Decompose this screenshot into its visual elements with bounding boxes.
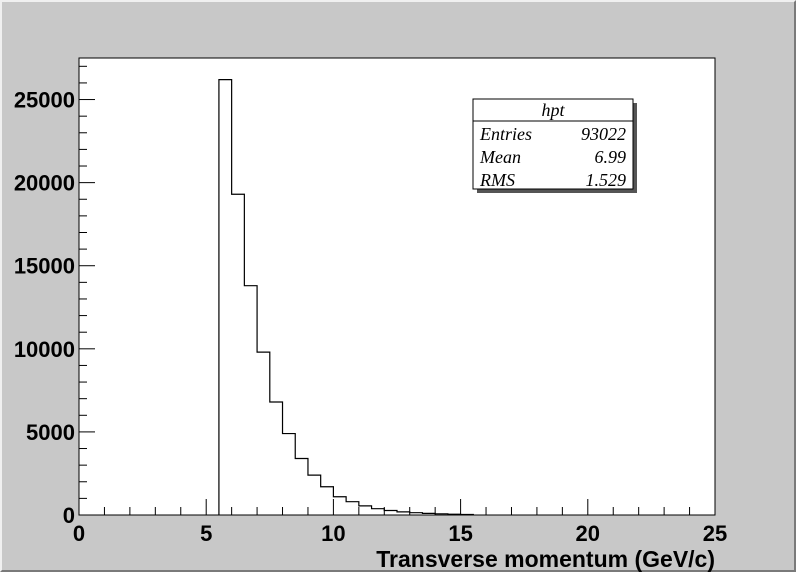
stats-rms-value: 1.529 xyxy=(586,170,627,190)
y-tick-label: 0 xyxy=(63,503,75,528)
stats-title: hpt xyxy=(541,100,565,120)
axis-tick-labels: 0 5 10 15 20 25 0 5000 10000 15000 20000 25000 xyxy=(14,88,727,546)
x-axis-title: Transverse momentum (GeV/c) xyxy=(376,546,715,572)
x-tick-label: 0 xyxy=(73,521,85,546)
histogram-outline xyxy=(218,79,474,516)
y-tick-label: 25000 xyxy=(14,88,75,113)
stats-entries-value: 93022 xyxy=(581,124,626,144)
stats-box: hpt Entries 93022 Mean 6.99 RMS 1.529 xyxy=(472,98,637,193)
stats-mean-label: Mean xyxy=(479,147,521,167)
x-tick-label: 25 xyxy=(703,521,727,546)
y-tick-label: 20000 xyxy=(14,171,75,196)
y-tick-label: 10000 xyxy=(14,337,75,362)
x-tick-label: 10 xyxy=(321,521,345,546)
stats-entries-label: Entries xyxy=(479,124,532,144)
stats-mean-value: 6.99 xyxy=(595,147,627,167)
y-tick-label: 15000 xyxy=(14,254,75,279)
stats-rms-label: RMS xyxy=(479,170,515,190)
x-tick-label: 15 xyxy=(448,521,472,546)
stats-box-frame xyxy=(472,98,634,190)
y-tick-label: 5000 xyxy=(26,420,75,445)
x-tick-label: 20 xyxy=(576,521,600,546)
x-tick-label: 5 xyxy=(200,521,212,546)
